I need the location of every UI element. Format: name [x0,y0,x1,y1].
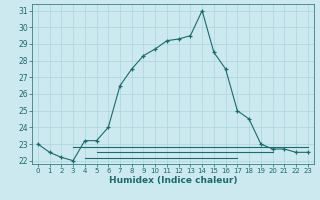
X-axis label: Humidex (Indice chaleur): Humidex (Indice chaleur) [108,176,237,185]
